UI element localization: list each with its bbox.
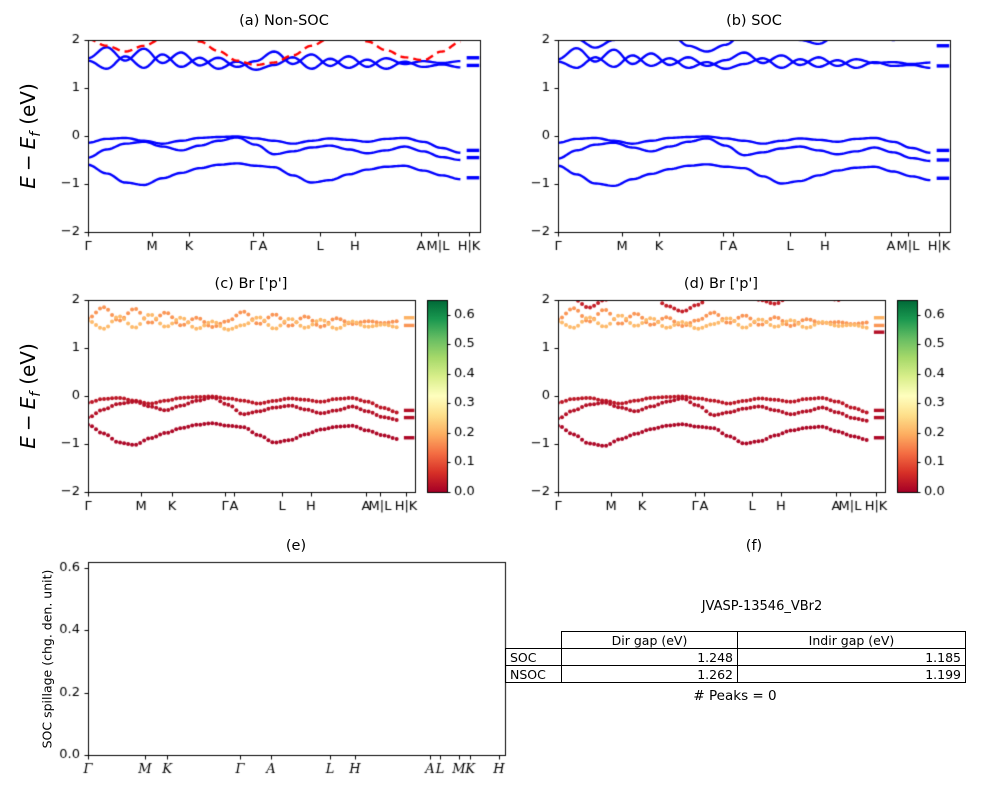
energy-axis-label-middle: E − Ef (eV) (16, 343, 44, 449)
gap-nsoc-dir: 1.262 (561, 665, 738, 683)
gap-table-corner (506, 632, 562, 649)
panel-e-title: (e) (285, 538, 307, 554)
gap-soc-indir: 1.185 (737, 648, 966, 666)
gap-nsoc-indir: 1.199 (737, 665, 966, 683)
gap-row-label-nsoc: NSOC (505, 665, 562, 683)
energy-unit: (eV) (16, 83, 40, 125)
fermi-energy-symbol: E (16, 396, 40, 410)
spillage-axis-label-text: SOC spillage (chg. den. unit) (39, 569, 55, 749)
gap-table: Dir gap (eV) Indir gap (eV) SOC 1.248 1.… (505, 631, 966, 683)
minus-sign: − (16, 414, 40, 432)
panel-a-title: (a) Non-SOC (239, 13, 329, 29)
gap-table-row-soc: SOC 1.248 1.185 (505, 648, 966, 666)
panel-c-title: (c) Br ['p'] (214, 276, 288, 292)
fermi-subscript: f (28, 131, 44, 137)
panel-f-label: (f) (745, 538, 763, 554)
gap-table-header-indir: Indir gap (eV) (737, 631, 966, 649)
energy-axis-label-top: E − Ef (eV) (16, 83, 44, 189)
energy-symbol: E (16, 176, 40, 189)
peaks-caption: # Peaks = 0 (693, 688, 777, 704)
gap-row-label-soc: SOC (505, 648, 562, 666)
gap-table-header-dir: Dir gap (eV) (561, 631, 738, 649)
fermi-subscript: f (28, 391, 44, 397)
energy-symbol: E (16, 436, 40, 449)
fermi-energy-symbol: E (16, 136, 40, 150)
material-id-title: JVASP-13546_VBr2 (701, 599, 823, 614)
gap-table-header-row: Dir gap (eV) Indir gap (eV) (506, 631, 966, 649)
panel-d-title: (d) Br ['p'] (683, 276, 759, 292)
gap-table-row-nsoc: NSOC 1.262 1.199 (505, 665, 966, 683)
minus-sign: − (16, 154, 40, 172)
spillage-axis-label: SOC spillage (chg. den. unit) (40, 570, 55, 749)
energy-unit: (eV) (16, 343, 40, 385)
panel-b-title: (b) SOC (726, 13, 782, 29)
gap-soc-dir: 1.248 (561, 648, 738, 666)
